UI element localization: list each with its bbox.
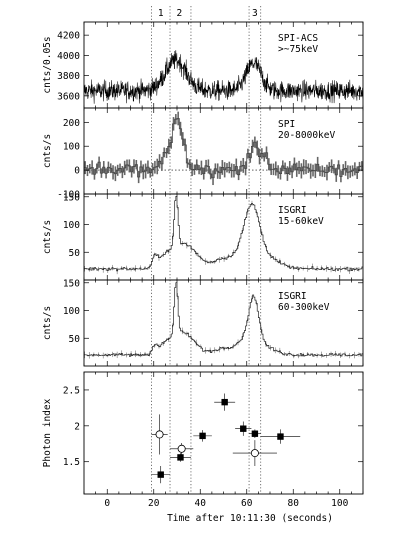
point-filled-square: [199, 432, 206, 440]
panel-frame: [83, 279, 364, 367]
y-tick-label: 50: [69, 248, 81, 259]
panel-annotation: ISGRI: [278, 205, 307, 216]
x-axis-label: Time after 10:11:30 (seconds): [167, 513, 333, 524]
panel-photon-index: 1.5 2 2.5 Photon index 0 20 40 60 80 100: [42, 371, 364, 509]
point-open-circle: [250, 449, 259, 458]
x-tick-label: 40: [195, 498, 207, 509]
interval-labels: 1 2 3: [151, 6, 262, 22]
x-tick-label: 0: [104, 498, 110, 509]
panel-annotation: 15-60keV: [278, 216, 324, 227]
point-filled-square: [251, 430, 259, 437]
panel-frame: [83, 371, 364, 495]
interval-label: 1: [158, 8, 164, 19]
panel-annotation: ISGRI: [278, 291, 307, 302]
y-tick-label: 100: [63, 220, 80, 231]
plot-area-isgri-low: [84, 194, 363, 280]
plot-area-spi: [84, 108, 363, 194]
panel-annotation: SPI-ACS: [278, 33, 318, 44]
point-filled-square: [157, 471, 164, 478]
y-axis-label: cnts/s: [42, 134, 53, 168]
y-tick-label: 2.5: [63, 385, 80, 396]
panel-annotation: SPI: [278, 119, 295, 130]
point-filled-square: [240, 425, 247, 432]
y-tick-label: 100: [63, 142, 80, 153]
interval-label: 3: [252, 8, 258, 19]
y-tick-label: 0: [74, 166, 80, 177]
y-tick-label: 2: [74, 421, 80, 432]
y-axis-label: cnts/0.05s: [42, 36, 53, 93]
y-tick-label: 150: [63, 278, 80, 289]
y-axis-label: Photon index: [42, 398, 53, 467]
point-filled-square: [277, 433, 284, 440]
interval-label: 2: [176, 8, 182, 19]
point-open-circle: [155, 430, 164, 439]
panel-frame: [83, 107, 364, 195]
series-line-spi-acs: [84, 50, 363, 104]
point-open-circle: [177, 444, 186, 453]
x-tick-label: 100: [331, 498, 348, 509]
y-tick-label: 4000: [57, 51, 80, 62]
x-tick-label: 20: [148, 498, 160, 509]
panel-annotation: 60-300keV: [278, 302, 330, 313]
y-tick-label: 3800: [57, 71, 80, 82]
point-filled-square: [221, 398, 228, 406]
plot-area-spi-acs: [84, 22, 363, 108]
x-tick-label: 60: [241, 498, 253, 509]
plot-area-isgri-high: [84, 280, 363, 366]
y-tick-label: -100: [57, 190, 80, 201]
y-tick-label: 100: [63, 306, 80, 317]
y-axis-label: cnts/s: [42, 306, 53, 340]
series-line-spi: [84, 118, 363, 179]
series-line-isgri-low: [84, 196, 363, 272]
y-tick-label: 4200: [57, 31, 80, 42]
y-tick-label: 1.5: [63, 457, 80, 468]
y-axis-label: cnts/s: [42, 220, 53, 254]
panel-frame: [83, 193, 364, 281]
x-tick-label: 80: [288, 498, 300, 509]
point-filled-square: [177, 454, 184, 461]
y-tick-label: 3600: [57, 91, 80, 102]
y-tick-label: 50: [69, 334, 81, 345]
panel-annotation: 20-8000keV: [278, 130, 335, 141]
plot-area-photon-index: [151, 372, 301, 494]
y-tick-label: 150: [63, 192, 80, 203]
series-line-isgri-high: [84, 282, 363, 357]
panel-annotation: >~75keV: [278, 44, 318, 55]
panel-spi-acs: 3600 3800 4000 4200 cnts/0.05s SPI-ACS>~75keV: [42, 21, 364, 109]
y-tick-label: 200: [63, 118, 80, 129]
